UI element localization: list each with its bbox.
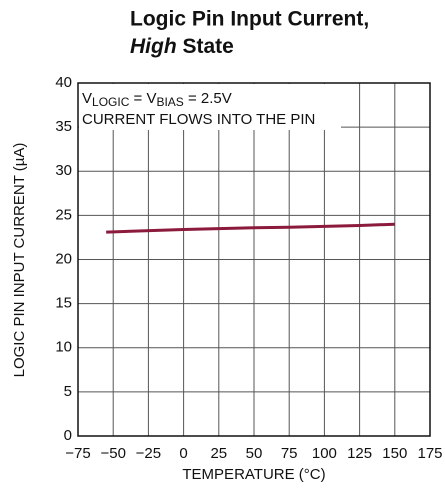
- x-tick-label: 75: [281, 445, 298, 462]
- y-tick-label: 35: [55, 118, 72, 135]
- y-tick-label: 20: [55, 250, 72, 267]
- x-tick-label: −50: [100, 445, 125, 462]
- x-axis-label: TEMPERATURE (°C): [182, 466, 325, 483]
- chart-title: High State: [130, 35, 234, 58]
- annotation-sub: LOGIC: [92, 95, 130, 109]
- title-rest: State: [177, 35, 234, 58]
- y-tick-label: 25: [55, 206, 72, 223]
- chart-title: Logic Pin Input Current,: [130, 8, 369, 31]
- x-tick-label: 175: [417, 445, 442, 462]
- title-italic: High: [130, 35, 177, 58]
- y-tick-label: 0: [64, 427, 72, 444]
- y-tick-label: 10: [55, 339, 72, 356]
- y-tick-label: 40: [55, 74, 72, 91]
- annotation-sub: BIAS: [156, 95, 183, 109]
- x-tick-label: 100: [312, 445, 337, 462]
- x-tick-label: −75: [65, 445, 90, 462]
- annotation: VLOGIC = VBIAS = 2.5V: [82, 90, 232, 109]
- x-tick-label: 25: [210, 445, 227, 462]
- annotation: CURRENT FLOWS INTO THE PIN: [82, 111, 315, 128]
- annotation-bg: [79, 84, 341, 130]
- annotation-part: V: [82, 90, 92, 107]
- data-line: [106, 222, 395, 234]
- plot-frame: [77, 82, 431, 437]
- x-tick-label: 50: [246, 445, 263, 462]
- y-tick-label: 5: [64, 383, 72, 400]
- x-tick-label: −25: [136, 445, 161, 462]
- y-tick-label: 30: [55, 162, 72, 179]
- annotation-part: = 2.5V: [184, 90, 232, 107]
- y-axis-label: LOGIC PIN INPUT CURRENT (µA): [11, 143, 28, 378]
- x-tick-label: 0: [179, 445, 187, 462]
- y-tick-label: 15: [55, 295, 72, 312]
- x-tick-label: 125: [347, 445, 372, 462]
- x-tick-label: 150: [382, 445, 407, 462]
- annotation-part: = V: [129, 90, 156, 107]
